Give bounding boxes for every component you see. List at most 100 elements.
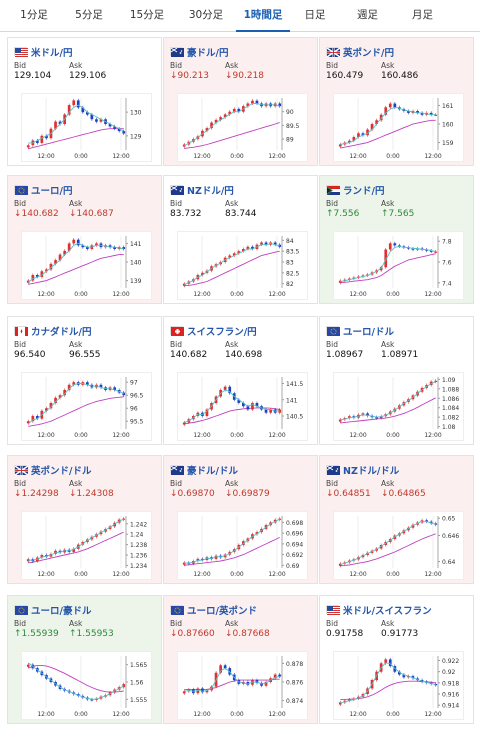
- candle-up: [228, 111, 232, 115]
- price-chart[interactable]: 130 129 12:00 0:00 12:00: [21, 93, 152, 162]
- pair-title[interactable]: ユーロ/ドル: [326, 324, 394, 338]
- y-tick-label: 0.694: [286, 541, 303, 548]
- pair-title[interactable]: カナダドル/円: [14, 324, 91, 338]
- candle-up: [219, 117, 222, 120]
- x-tick-label: 0:00: [74, 432, 88, 439]
- rate-card[interactable]: 米ドル/スイスフラン Bid Ask 0.91758 0.91773 0.922 0.92 0…: [319, 595, 474, 724]
- candle-up: [182, 562, 186, 565]
- pair-title[interactable]: ユーロ/豪ドル: [14, 603, 91, 617]
- y-tick-label: 7.6: [442, 260, 452, 267]
- tab-5[interactable]: 日足: [304, 9, 326, 21]
- price-chart[interactable]: 97 96.5 96 95.5 12:00 0:00 12:00: [21, 372, 152, 441]
- candle-up: [352, 137, 356, 141]
- rate-card[interactable]: ランド/円 Bid Ask ↑7.556 ↑7.565 7.8 7.6 7.4 12:00 0:0…: [319, 175, 474, 304]
- pair-title[interactable]: ランド/円: [326, 183, 384, 197]
- flag-icon: [170, 465, 184, 475]
- pair-title[interactable]: ユーロ/円: [14, 183, 72, 197]
- y-tick-label: 83: [286, 260, 294, 267]
- price-chart[interactable]: 84 83.5 83 82.5 82 12:00 0:00 12:00: [177, 231, 308, 300]
- bid-label: Bid: [170, 479, 182, 488]
- rate-card[interactable]: ユーロ/円 Bid Ask ↓140.682 ↓140.687 141 140 139 12:0…: [7, 175, 162, 304]
- price-chart[interactable]: 1.09 1.088 1.086 1.084 1.082 1.08 12:00 0:00 12:…: [333, 372, 464, 441]
- rate-card[interactable]: スイスフラン/円 Bid Ask 140.682 140.698 141.5 141 140.…: [163, 316, 318, 445]
- bid-label: Bid: [14, 479, 26, 488]
- price-chart[interactable]: 161 160 159 12:00 0:00 12:00: [333, 93, 464, 162]
- pair-title[interactable]: 豪ドル/円: [170, 45, 228, 59]
- pair-title[interactable]: 豪ドル/ドル: [170, 463, 238, 477]
- tab-4[interactable]: 1時間足: [236, 0, 290, 32]
- candle-up: [416, 248, 419, 250]
- rate-card[interactable]: ユーロ/ドル Bid Ask 1.08967 1.08971 1.09 1.088 1.086…: [319, 316, 474, 445]
- pair-title[interactable]: NZドル/ドル: [326, 463, 399, 477]
- price-chart[interactable]: 0.878 0.876 0.874 12:00 0:00 12:00: [177, 651, 308, 720]
- flag-icon: [14, 605, 28, 615]
- rate-card[interactable]: カナダドル/円 Bid Ask 96.540 96.555 97 96.5 96 95.5 12:…: [7, 316, 162, 445]
- ma-short-line: [340, 245, 436, 283]
- candle-up: [205, 690, 209, 693]
- candle-down: [366, 413, 369, 416]
- candle-up: [348, 416, 351, 419]
- tab-3[interactable]: 30分足: [188, 9, 224, 21]
- ma-long-line: [28, 664, 124, 693]
- pair-title[interactable]: NZドル/円: [170, 183, 234, 197]
- candle-up: [214, 119, 218, 123]
- y-tick-label: 1.084: [442, 405, 459, 412]
- pair-title[interactable]: ユーロ/英ポンド: [170, 603, 257, 617]
- rate-card[interactable]: NZドル/ドル Bid Ask ↓0.64851 ↓0.64865 0.65 0.646 0.…: [319, 455, 474, 584]
- candle-up: [26, 421, 30, 424]
- price-chart[interactable]: 90 89.5 89 12:00 0:00 12:00: [177, 93, 308, 162]
- pair-title[interactable]: 英ポンド/円: [326, 45, 394, 59]
- pair-name: ユーロ/円: [31, 186, 73, 197]
- tab-1[interactable]: 5分足: [75, 9, 103, 21]
- rate-card[interactable]: NZドル/円 Bid Ask 83.732 83.744 84 83.5 83 82.5 82 12…: [163, 175, 318, 304]
- candle-up: [278, 409, 282, 413]
- x-tick-label: 12:00: [349, 571, 366, 578]
- tab-2[interactable]: 15分足: [129, 9, 165, 21]
- x-tick-label: 12:00: [193, 711, 210, 718]
- x-tick-label: 12:00: [424, 432, 441, 439]
- rate-card[interactable]: 英ポンド/円 Bid Ask 160.479 160.486 161 160 159 12:00…: [319, 37, 474, 166]
- rate-card[interactable]: 豪ドル/ドル Bid Ask ↓0.69870 ↓0.69879 0.698 0.696 0.…: [163, 455, 318, 584]
- timeframe-tabs: 1分足 5分足 15分足 30分足 1時間足 日足 週足 月足: [0, 0, 480, 32]
- ma-long-line: [184, 407, 280, 425]
- candle-up: [228, 255, 232, 258]
- ma-long-line: [340, 533, 436, 567]
- price-chart[interactable]: 1.565 1.56 1.555 12:00 0:00 12:00: [21, 651, 152, 720]
- candle-up: [182, 283, 186, 286]
- ma-short-line: [28, 104, 124, 144]
- pair-title[interactable]: 米ドル/円: [14, 45, 72, 59]
- candle-down: [416, 111, 419, 113]
- tab-0[interactable]: 1分足: [20, 9, 48, 21]
- candle-down: [246, 682, 250, 685]
- candle-up: [49, 263, 53, 270]
- pair-title[interactable]: 英ポンド/ドル: [14, 463, 91, 477]
- price-chart[interactable]: 141.5 141 140.5 12:00 0:00 12:00: [177, 372, 308, 441]
- ma-short-line: [340, 106, 436, 145]
- price-chart[interactable]: 0.698 0.696 0.694 0.692 0.69 12:00 0:00 12:00: [177, 511, 308, 580]
- rate-card[interactable]: 豪ドル/円 Bid Ask ↓90.213 ↓90.218 90 89.5 89 12:00 0:…: [163, 37, 318, 166]
- candle-down: [117, 128, 121, 132]
- price-chart[interactable]: 141 140 139 12:00 0:00 12:00: [21, 231, 152, 300]
- candle-up: [338, 563, 342, 566]
- price-chart[interactable]: 1.242 1.24 1.238 1.236 1.234 12:00 0:00 12:00: [21, 511, 152, 580]
- rate-card[interactable]: ユーロ/豪ドル Bid Ask ↑1.55939 ↑1.55953 1.565 1.56 1.…: [7, 595, 162, 724]
- y-tick-label: 159: [442, 140, 454, 147]
- tab-6[interactable]: 週足: [357, 9, 378, 21]
- rate-card[interactable]: 米ドル/円 Bid Ask 129.104 129.106 130 129 12:00 0:00…: [7, 37, 162, 166]
- candle-down: [201, 688, 204, 693]
- price-chart[interactable]: 0.65 0.646 0.64 12:00 0:00 12:00: [333, 511, 464, 580]
- tab-7[interactable]: 月足: [412, 9, 433, 21]
- candle-up: [338, 702, 342, 705]
- pair-title[interactable]: スイスフラン/円: [170, 324, 257, 338]
- y-tick-label: 0.65: [442, 516, 456, 523]
- pair-title[interactable]: 米ドル/スイスフラン: [326, 603, 432, 617]
- rate-card[interactable]: ユーロ/英ポンド Bid Ask ↓0.87660 ↓0.87668 0.878 0.876…: [163, 595, 318, 724]
- rate-card[interactable]: 英ポンド/ドル Bid Ask ↓1.24298 ↓1.24308 1.242 1.24 1.…: [7, 455, 162, 584]
- x-tick-label: 12:00: [193, 571, 210, 578]
- candle-down: [86, 382, 89, 385]
- price-chart[interactable]: 0.922 0.92 0.918 0.916 0.914 12:00 0:00 12:00: [333, 651, 464, 720]
- pair-name: 豪ドル/ドル: [187, 466, 238, 477]
- price-chart[interactable]: 7.8 7.6 7.4 12:00 0:00 12:00: [333, 231, 464, 300]
